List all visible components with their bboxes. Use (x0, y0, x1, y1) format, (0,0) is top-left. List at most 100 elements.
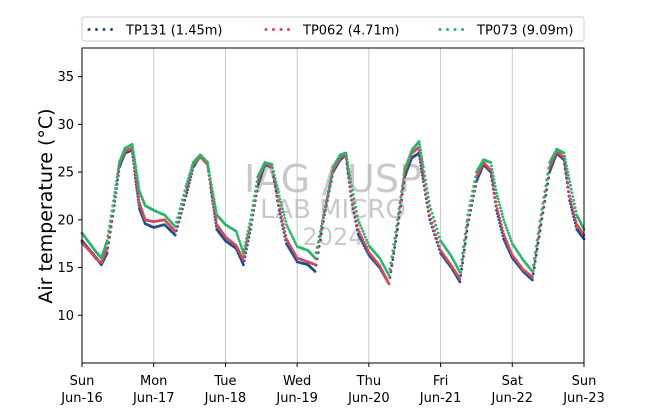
data-point (568, 180, 572, 184)
data-point (134, 163, 137, 167)
data-point (394, 240, 397, 243)
data-point (322, 216, 325, 220)
data-point (355, 214, 359, 218)
data-point (137, 195, 141, 199)
data-point (249, 218, 252, 222)
data-point (574, 209, 578, 213)
data-point (213, 203, 217, 206)
series-2 (80, 145, 586, 286)
data-point (422, 165, 425, 169)
data-point (214, 205, 217, 209)
data-point (112, 194, 116, 198)
data-point (237, 237, 241, 241)
data-point (570, 204, 574, 207)
data-point (534, 253, 538, 257)
data-point (247, 225, 251, 229)
data-point (114, 187, 117, 190)
data-point (500, 226, 504, 230)
data-point (288, 243, 292, 247)
data-point (115, 179, 118, 183)
data-point (285, 223, 288, 227)
data-point (493, 196, 497, 200)
data-point (187, 177, 190, 180)
legend-marker (87, 28, 91, 31)
x-tick-day: Wed (283, 374, 311, 389)
data-point (357, 221, 361, 225)
data-point (401, 179, 405, 182)
data-point (390, 255, 394, 259)
data-point (284, 220, 287, 223)
data-point (462, 245, 465, 249)
data-point (137, 198, 141, 202)
data-point (568, 194, 572, 198)
data-point (572, 198, 575, 202)
data-point (211, 189, 214, 193)
data-point (315, 246, 319, 249)
data-point (351, 193, 355, 196)
data-point (252, 199, 256, 203)
data-point (463, 232, 467, 236)
data-point (388, 267, 392, 271)
data-point (112, 199, 115, 203)
data-point (356, 218, 360, 222)
data-point (459, 264, 463, 268)
x-tick-day: Sun (572, 374, 597, 389)
data-point (211, 192, 215, 196)
data-point (392, 252, 396, 255)
data-point (572, 210, 575, 214)
data-point (278, 207, 282, 211)
data-point (498, 216, 502, 220)
data-point (353, 201, 357, 205)
data-point (429, 217, 433, 221)
data-point (116, 172, 119, 176)
data-point (565, 164, 568, 168)
data-point (242, 248, 246, 251)
data-point (571, 207, 575, 211)
data-point (420, 157, 424, 161)
data-point (113, 190, 117, 194)
data-point (506, 229, 509, 232)
data-point (214, 211, 218, 214)
data-point (277, 199, 280, 203)
data-point (544, 184, 548, 188)
data-point (396, 218, 399, 222)
data-point (324, 199, 328, 203)
data-point (533, 251, 537, 255)
legend-marker (446, 28, 449, 31)
y-tick-label: 35 (57, 70, 74, 85)
data-point (105, 239, 109, 243)
data-point (564, 161, 568, 164)
data-point (289, 250, 293, 254)
data-point (509, 249, 512, 252)
data-point (496, 197, 500, 201)
data-point (549, 168, 552, 172)
data-point (326, 189, 330, 193)
data-point (240, 246, 244, 250)
data-point (327, 187, 331, 191)
data-point (501, 229, 505, 233)
data-point (574, 220, 578, 223)
data-point (294, 254, 298, 258)
x-tick-day: Fri (433, 374, 449, 389)
data-point (422, 170, 426, 174)
data-point (283, 216, 287, 220)
data-point (278, 197, 282, 201)
data-point (108, 224, 111, 228)
watermark-line: LAB MICRO (260, 195, 406, 225)
data-point (509, 237, 512, 240)
data-point (433, 219, 436, 223)
x-tick-date: Jun-17 (132, 391, 175, 406)
data-point (323, 208, 326, 212)
data-point (236, 234, 240, 238)
data-point (362, 232, 366, 236)
data-point (173, 225, 177, 228)
data-point (356, 228, 360, 231)
data-point (245, 237, 248, 240)
data-point (403, 167, 407, 171)
data-point (434, 233, 438, 237)
legend-label: TP062 (4.71m) (302, 24, 399, 39)
legend-marker (279, 28, 283, 31)
data-point (494, 200, 498, 204)
data-point (279, 211, 283, 215)
legend-marker (272, 28, 275, 31)
